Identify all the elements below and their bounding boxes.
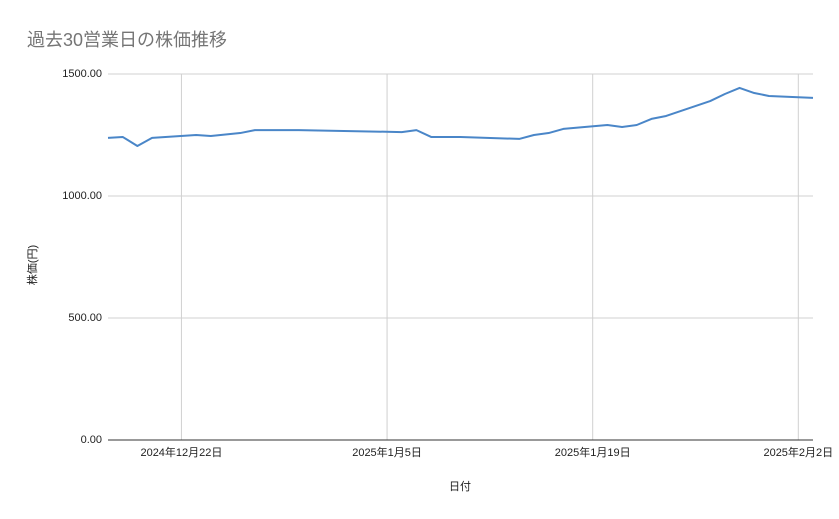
x-tick-label: 2024年12月22日 — [140, 445, 222, 459]
chart-title: 過去30営業日の株価推移 — [27, 30, 227, 50]
y-axis-label: 株価(円) — [25, 245, 39, 285]
y-tick-label: 500.00 — [68, 312, 102, 324]
y-tick-label: 1000.00 — [62, 190, 102, 202]
line-series — [107, 86, 814, 147]
x-tick-label: 2025年1月5日 — [352, 445, 422, 459]
x-axis-label: 日付 — [449, 480, 471, 493]
y-tick-label: 0.00 — [81, 434, 102, 446]
y-tick-label: 1500.00 — [62, 68, 102, 80]
x-tick-label: 2025年2月2日 — [763, 445, 833, 459]
x-tick-label: 2025年1月19日 — [555, 445, 631, 459]
